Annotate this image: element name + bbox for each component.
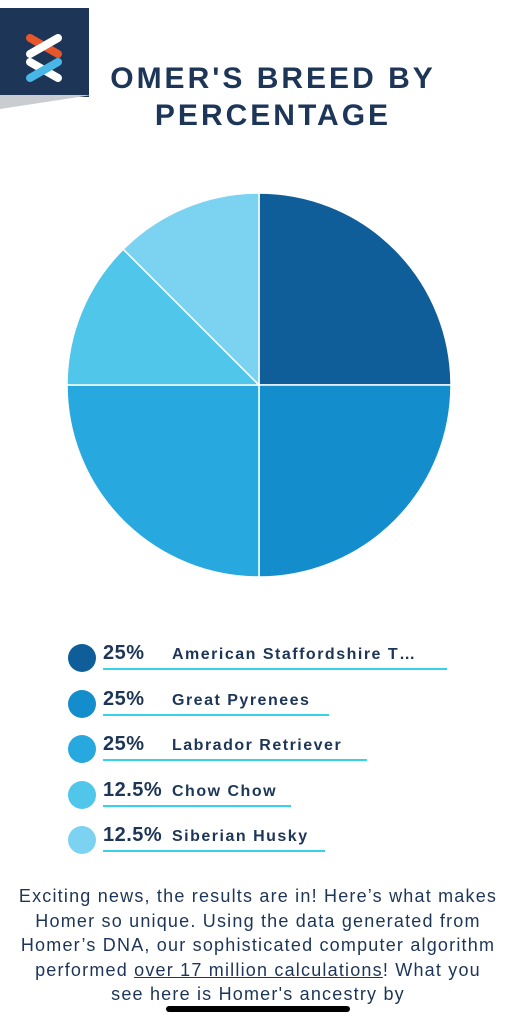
legend-breed-name: American Staffordshire T… xyxy=(172,646,417,663)
legend-item: 25% Labrador Retriever xyxy=(68,731,468,777)
legend-breed-name: Siberian Husky xyxy=(172,828,309,845)
logo-x-icon xyxy=(26,34,62,82)
pie-chart xyxy=(66,192,452,578)
description-text-2: ! What you see here is Homer's ancestry … xyxy=(111,959,481,1005)
legend-item: 12.5% Chow Chow xyxy=(68,777,468,823)
description-text-1: Exciting news, the results are in! Here’… xyxy=(18,886,498,980)
legend-breed-name: Chow Chow xyxy=(172,782,278,800)
pie-slice-1 xyxy=(258,192,452,386)
legend-item: 25% Great Pyrenees xyxy=(68,686,468,732)
legend-percentage: 12.5% xyxy=(103,824,163,846)
legend-percentage: 12.5% xyxy=(103,778,163,801)
legend-item: 12.5% Siberian Husky xyxy=(68,822,468,868)
legend-breed-name: Labrador Retriever xyxy=(172,737,343,754)
logo-shadow xyxy=(0,95,92,109)
legend-percentage: 25% xyxy=(103,642,145,664)
legend-underline xyxy=(103,850,325,852)
legend-percentage: 25% xyxy=(103,733,145,755)
legend-percentage: 25% xyxy=(103,687,145,710)
pie-slice-2 xyxy=(258,384,452,578)
results-description: Exciting news, the results are in! Here’… xyxy=(18,884,498,1007)
legend-swatch xyxy=(68,735,96,763)
legend-underline xyxy=(103,713,329,716)
chart-legend: 25% American Staffordshire T… 25% Great Pyr… xyxy=(68,640,468,868)
legend-swatch xyxy=(68,826,96,854)
legend-swatch xyxy=(68,780,96,809)
chart-title: OMER'S BREED BY PERCENTAGE xyxy=(110,62,436,132)
description-highlight: over 17 million calculations xyxy=(134,959,383,980)
legend-breed-name: Great Pyrenees xyxy=(172,691,311,709)
legend-item: 25% American Staffordshire T… xyxy=(68,640,468,686)
logo-badge xyxy=(0,8,89,97)
pie-slice-3 xyxy=(66,384,260,578)
legend-underline xyxy=(103,668,447,670)
home-indicator[interactable] xyxy=(166,1006,350,1012)
legend-swatch xyxy=(68,689,96,718)
pie-slice-4 xyxy=(66,248,261,386)
legend-underline xyxy=(103,804,291,807)
legend-underline xyxy=(103,759,367,761)
pie-slice-5 xyxy=(122,192,260,387)
legend-swatch xyxy=(68,644,96,672)
